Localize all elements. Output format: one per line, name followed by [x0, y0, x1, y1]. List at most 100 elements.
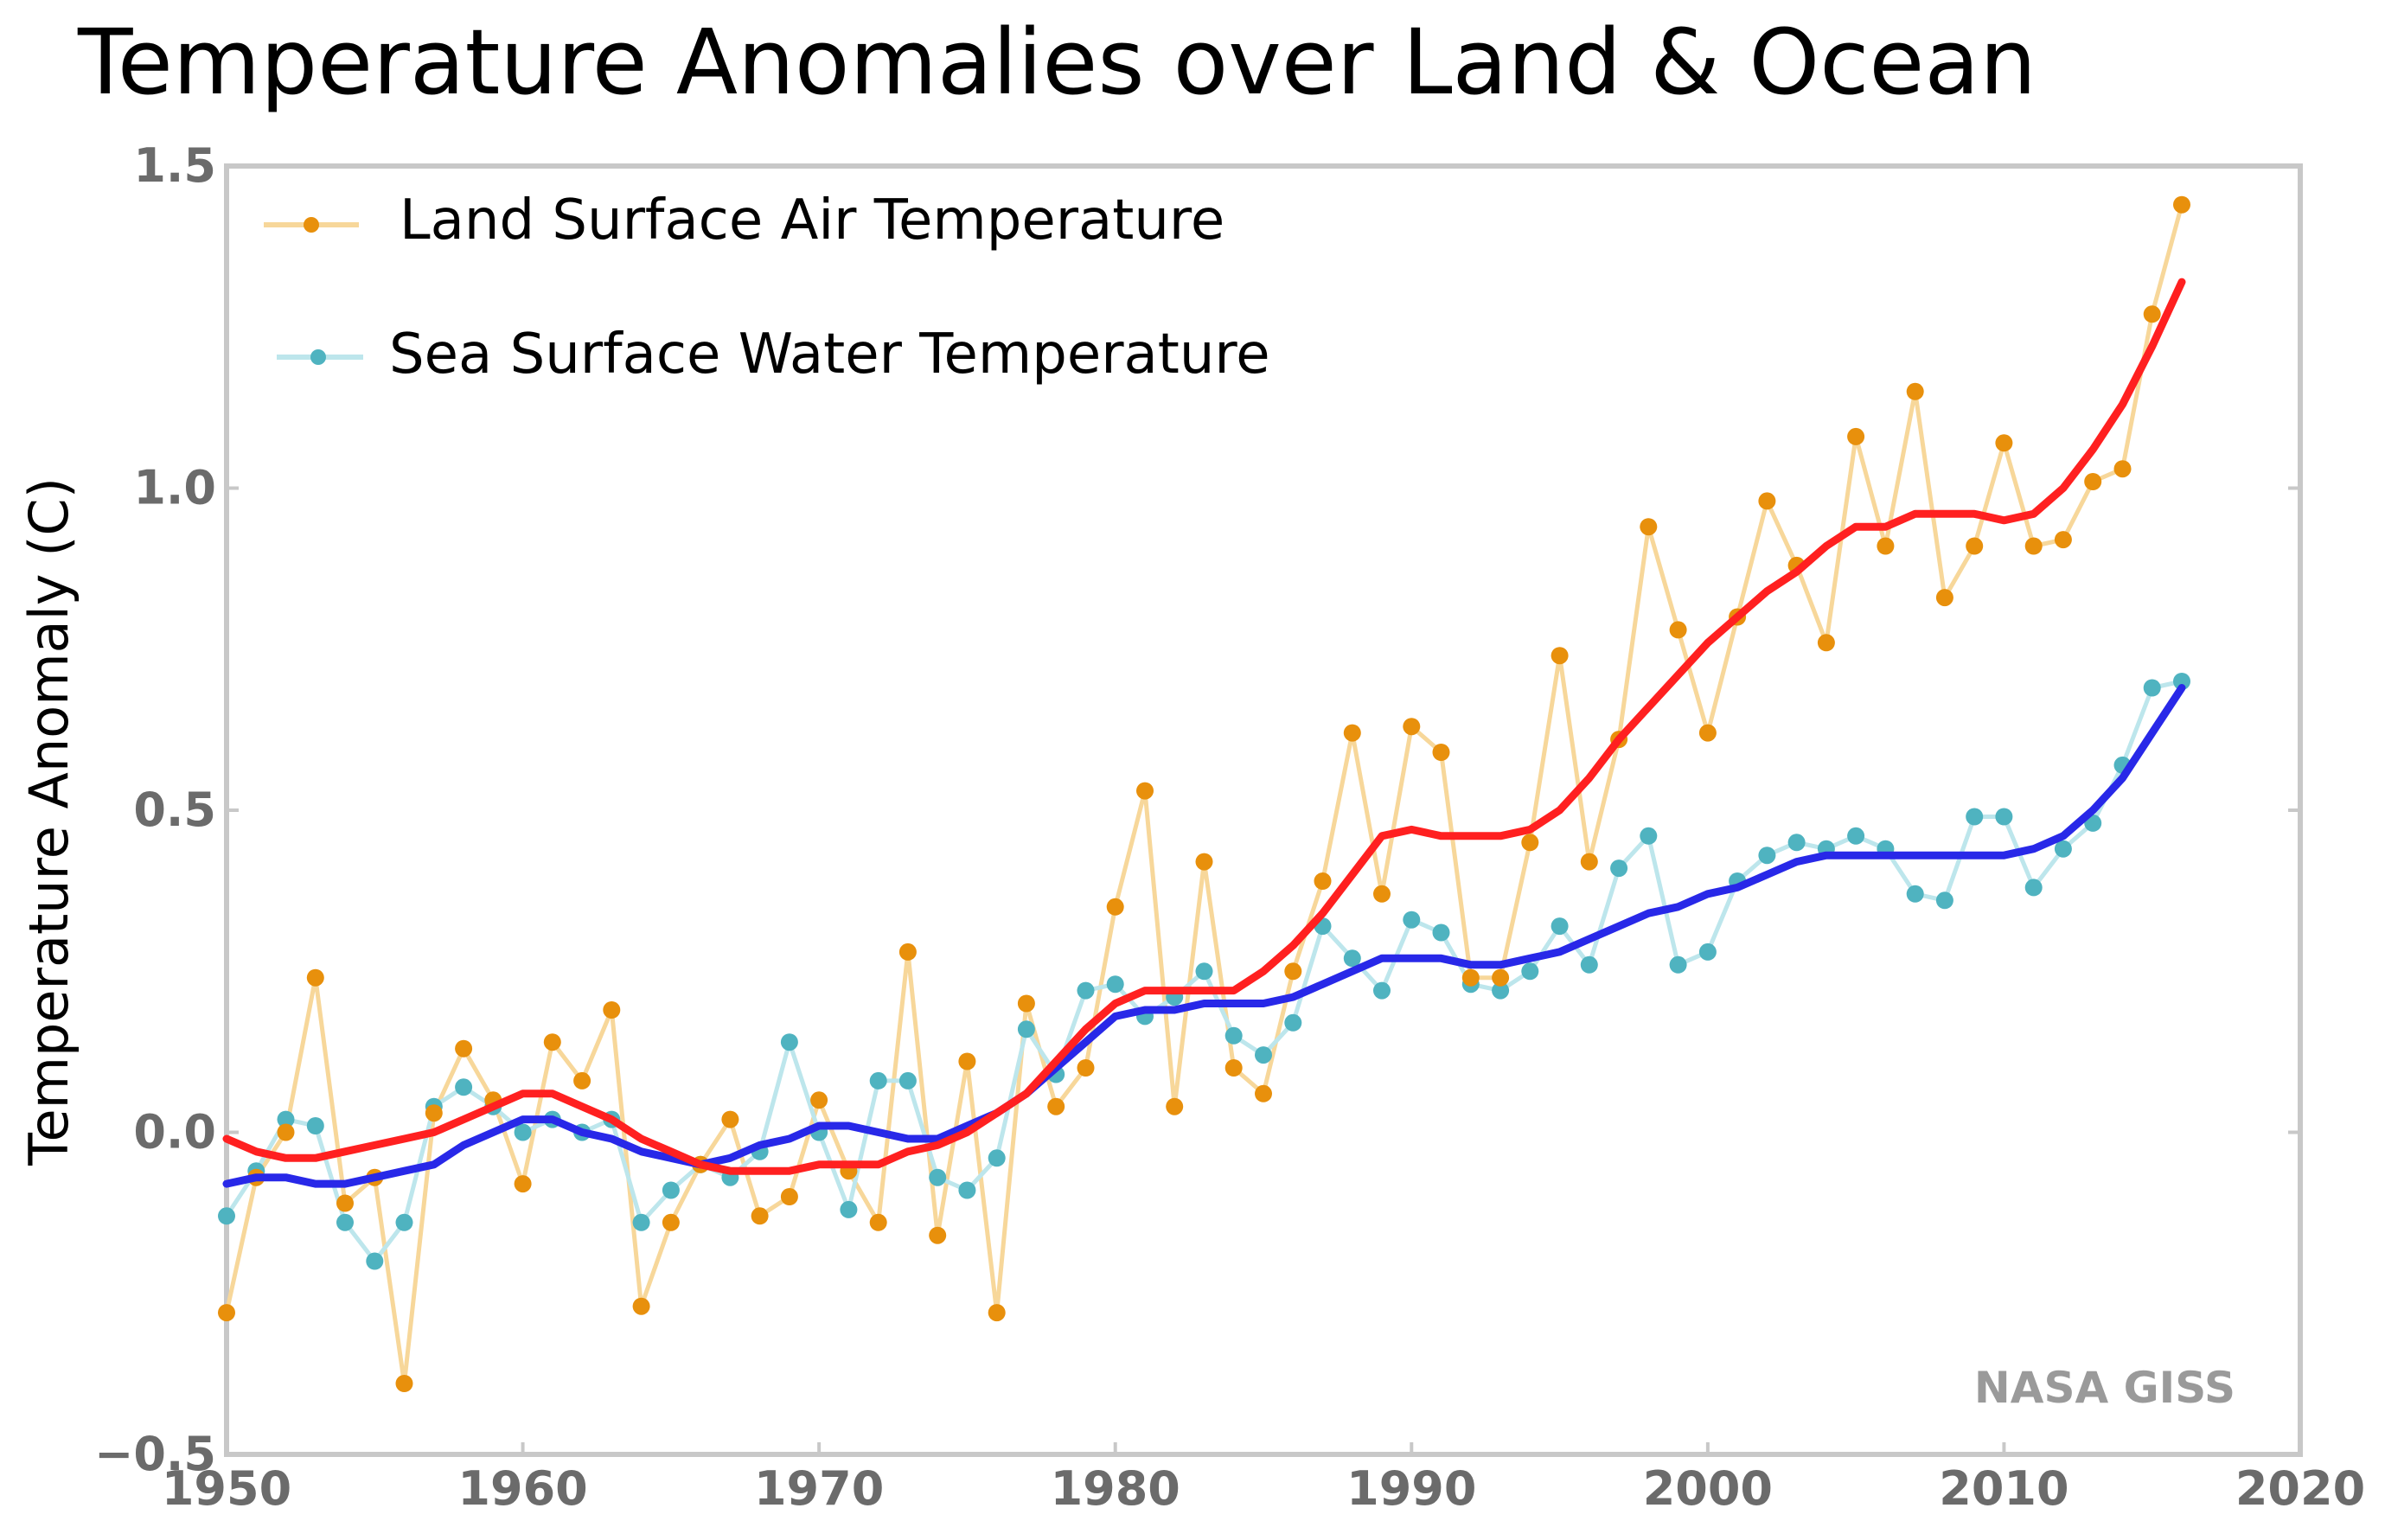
- land-point: [1877, 537, 1895, 555]
- land-point: [1966, 537, 1984, 555]
- land-point: [1580, 853, 1598, 871]
- sea-point: [1669, 955, 1687, 974]
- land-point: [1255, 1084, 1272, 1102]
- land-point: [455, 1039, 473, 1058]
- land-point: [958, 1052, 976, 1070]
- sea-point: [2054, 840, 2072, 858]
- sea-point: [1966, 808, 1984, 826]
- land-point: [1195, 853, 1213, 871]
- sea-point: [632, 1213, 650, 1231]
- sea-point: [1610, 859, 1628, 878]
- sea-point: [2143, 679, 2161, 697]
- nasa-giss-credit: NASA GISS: [1974, 1363, 2235, 1413]
- sea-point: [1787, 834, 1806, 852]
- land-point: [1521, 834, 1539, 852]
- legend: Land Surface Air Temperature Sea Surface…: [264, 189, 1270, 387]
- land-point: [573, 1071, 591, 1090]
- sea-point: [929, 1168, 947, 1186]
- x-tick-label: 1960: [457, 1461, 587, 1516]
- land-point: [425, 1104, 443, 1122]
- sea-point: [1432, 923, 1450, 942]
- x-tick-label: 1970: [754, 1461, 884, 1516]
- sea-point: [780, 1033, 798, 1051]
- sea-point: [1224, 1026, 1243, 1045]
- sea-point: [840, 1200, 858, 1218]
- land-point: [514, 1175, 532, 1193]
- sea-point: [1935, 891, 1953, 910]
- sea-point: [1492, 981, 1510, 1000]
- sea-point: [366, 1252, 384, 1270]
- land-point: [1432, 744, 1450, 761]
- land-point: [395, 1375, 413, 1392]
- sea-point: [988, 1149, 1006, 1167]
- y-tick-label: 0.5: [133, 783, 216, 837]
- sea-point: [898, 1071, 917, 1090]
- sea-point: [662, 1181, 680, 1199]
- land-point: [1224, 1059, 1243, 1077]
- land-point: [1758, 492, 1776, 510]
- land-point: [1669, 621, 1687, 639]
- sea-point: [1521, 962, 1539, 981]
- sea-point: [869, 1071, 887, 1090]
- land-point: [1698, 724, 1717, 742]
- land-point: [1906, 382, 1924, 400]
- x-tick-label: 1950: [162, 1461, 291, 1516]
- sea-point: [2173, 673, 2190, 690]
- legend-sea-label: Sea Surface Water Temperature: [389, 323, 1270, 387]
- sea-point: [336, 1213, 354, 1231]
- x-tick-label: 1980: [1051, 1461, 1180, 1516]
- land-point: [898, 943, 917, 961]
- land-point: [662, 1213, 680, 1231]
- land-point: [1847, 427, 1865, 445]
- sea-point: [958, 1181, 976, 1199]
- land-point: [1492, 968, 1510, 987]
- sea-smoothed-line: [222, 684, 2186, 1188]
- land-point: [1077, 1059, 1095, 1077]
- land-point: [336, 1194, 354, 1212]
- y-tick-label: 1.0: [133, 461, 216, 515]
- legend-sea-marker: [310, 349, 326, 365]
- land-point: [1817, 634, 1835, 652]
- sea-point: [455, 1078, 473, 1096]
- y-tick-label: 0.0: [133, 1105, 216, 1160]
- sea-point: [1640, 827, 1658, 845]
- sea-point: [1906, 885, 1924, 903]
- sea-point: [1995, 808, 2013, 826]
- land-point: [988, 1304, 1006, 1322]
- land-point: [1373, 885, 1391, 903]
- land-point: [2173, 195, 2190, 214]
- land-point: [869, 1213, 887, 1231]
- land-point: [2054, 531, 2072, 549]
- y-axis-label: Temperature Anomaly (C): [17, 477, 80, 1166]
- y-tick-label: 1.5: [133, 138, 216, 193]
- land-point: [1935, 589, 1953, 607]
- sea-point: [1373, 981, 1391, 1000]
- land-point: [1403, 718, 1421, 736]
- legend-land-label: Land Surface Air Temperature: [400, 189, 1224, 252]
- x-tick-label: 2000: [1643, 1461, 1773, 1516]
- land-point: [1047, 1097, 1065, 1115]
- sea-point: [1106, 975, 1124, 994]
- sea-point: [218, 1207, 235, 1225]
- sea-point: [1077, 981, 1095, 1000]
- land-point: [1461, 968, 1480, 987]
- land-point: [218, 1304, 235, 1322]
- sea-point: [514, 1123, 532, 1141]
- land-point: [2143, 305, 2161, 323]
- x-tick-label: 1990: [1346, 1461, 1476, 1516]
- sea-point: [1017, 1020, 1035, 1038]
- land-point: [2084, 473, 2102, 490]
- land-point: [929, 1226, 947, 1244]
- land-point: [1284, 962, 1302, 981]
- land-smoothed-line: [222, 278, 2186, 1175]
- sea-point: [1195, 962, 1213, 981]
- land-point: [810, 1091, 828, 1109]
- land-point: [1314, 872, 1332, 890]
- land-point: [780, 1188, 798, 1205]
- series-layer: [218, 195, 2190, 1392]
- sea-point: [1580, 955, 1598, 974]
- land-point: [1995, 434, 2013, 452]
- sea-point: [1698, 943, 1717, 961]
- sea-point: [1758, 847, 1776, 865]
